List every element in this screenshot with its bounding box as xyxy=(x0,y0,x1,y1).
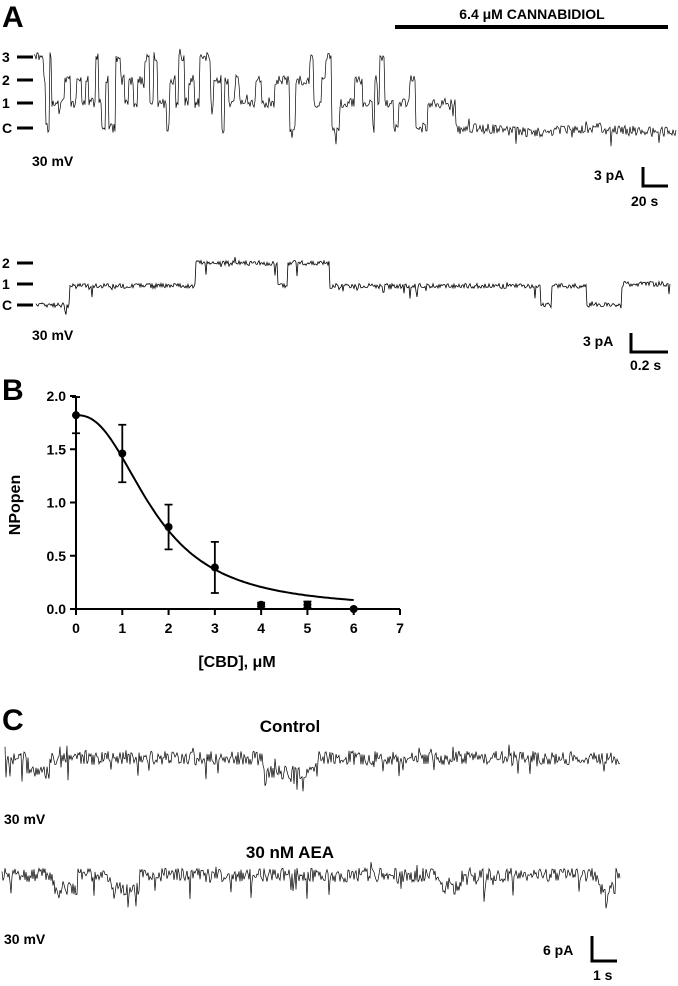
data-point xyxy=(72,411,80,420)
panel-letter-b: B xyxy=(2,374,24,407)
x-tick-label: 4 xyxy=(257,620,265,636)
level-label-1: 1 xyxy=(2,95,10,111)
panel-letter-c: C xyxy=(2,704,24,737)
x-tick-label: 7 xyxy=(396,620,404,636)
x-tick-label: 6 xyxy=(350,620,358,636)
bottom-trace-level-labels: 2 1 C xyxy=(2,255,33,313)
x-tick-labels: 0 1 2 3 4 5 6 7 xyxy=(72,609,404,636)
voltage-label-control: 30 mV xyxy=(4,811,46,827)
y-tick-label: 1.0 xyxy=(47,495,67,511)
scale-time-top: 20 s xyxy=(631,193,658,209)
level-label-3: 3 xyxy=(2,49,10,65)
top-trace-level-labels: 3 2 1 C xyxy=(2,49,33,136)
current-trace-top xyxy=(33,48,677,147)
error-bars xyxy=(72,396,312,609)
data-point xyxy=(303,600,312,609)
voltage-label-top: 30 mV xyxy=(32,153,74,169)
scale-current-c: 6 pA xyxy=(543,942,573,958)
current-trace-bottom xyxy=(35,257,671,315)
data-point xyxy=(349,605,358,613)
y-tick-label: 1.5 xyxy=(47,441,67,457)
x-tick-label: 5 xyxy=(304,620,312,636)
level-label-cb: C xyxy=(2,297,12,313)
level-label-c: C xyxy=(2,120,12,136)
level-label-2: 2 xyxy=(2,72,10,88)
current-trace-control xyxy=(4,744,621,792)
y-axis-title: NPopen xyxy=(7,475,24,535)
aea-label: 30 nM AEA xyxy=(246,843,334,862)
y-tick-label: 2.0 xyxy=(47,388,67,404)
control-label: Control xyxy=(260,717,320,736)
x-tick-label: 1 xyxy=(118,620,126,636)
scale-bar-c xyxy=(590,936,617,963)
voltage-label-bottom: 30 mV xyxy=(32,327,74,343)
scale-bar-top xyxy=(641,167,668,188)
current-trace-aea xyxy=(1,861,621,909)
scale-bar-bottom xyxy=(629,333,668,354)
scale-current-top: 3 pA xyxy=(594,167,624,183)
x-tick-label: 2 xyxy=(165,620,173,636)
y-tick-label: 0.5 xyxy=(47,548,67,564)
chart-axes xyxy=(75,396,400,610)
level-label-1b: 1 xyxy=(2,276,10,292)
panel-letter-a: A xyxy=(2,1,24,34)
data-point xyxy=(118,449,127,458)
dose-response-chart: 0 1 2 3 4 5 6 7 0.0 0.5 1.0 1.5 2.0 [CBD], μM NPope… xyxy=(7,388,404,671)
data-point xyxy=(257,600,266,609)
level-label-2b: 2 xyxy=(2,255,10,271)
x-tick-label: 3 xyxy=(211,620,219,636)
scale-time-bottom: 0.2 s xyxy=(630,357,661,373)
x-axis-title: [CBD], μM xyxy=(198,654,275,671)
panel-c: Control 30 mV 30 nM AEA 30 mV 6 pA 1 s xyxy=(1,717,621,983)
drug-bar-label: 6.4 μM CANNABIDIOL xyxy=(459,6,605,22)
data-point xyxy=(164,522,173,531)
x-tick-label: 0 xyxy=(72,620,80,636)
panel-a: 6.4 μM CANNABIDIOL 3 2 1 C 30 mV 3 pA 20… xyxy=(2,6,677,373)
y-tick-labels: 0.0 0.5 1.0 1.5 2.0 xyxy=(47,388,76,617)
data-point xyxy=(210,563,219,572)
scale-current-bottom: 3 pA xyxy=(583,333,613,349)
scale-time-c: 1 s xyxy=(593,967,613,983)
y-tick-label: 0.0 xyxy=(47,601,67,617)
voltage-label-aea: 30 mV xyxy=(4,931,46,947)
data-points xyxy=(72,411,358,613)
